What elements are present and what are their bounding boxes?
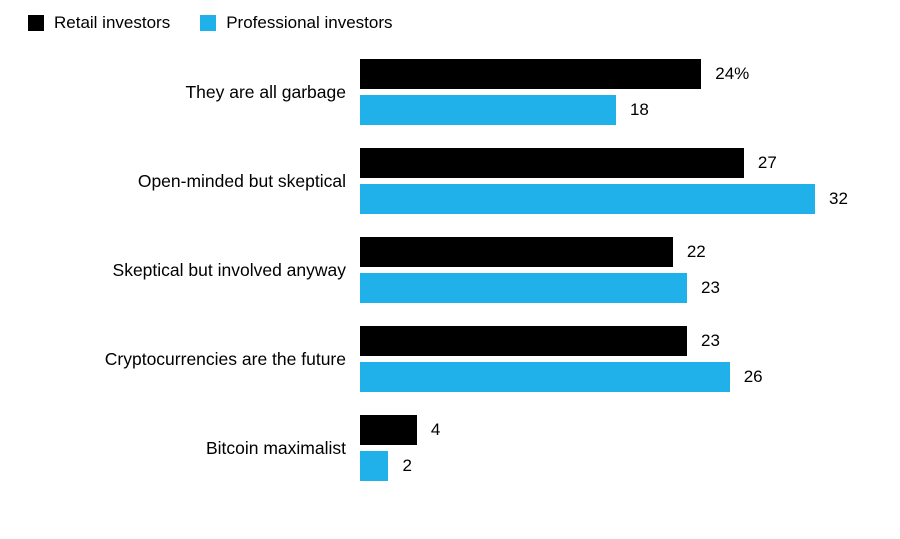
legend: Retail investors Professional investors [28, 13, 880, 33]
category-label: Bitcoin maximalist [205, 437, 346, 458]
value-label: 23 [701, 331, 720, 350]
bar-group: Skeptical but involved anyway 22 23 [28, 237, 880, 303]
bar-retail [360, 59, 702, 89]
value-label: 24% [715, 64, 750, 83]
category-label: Skeptical but involved anyway [112, 259, 346, 280]
value-label: 18 [629, 100, 649, 119]
bar-pair: 22 23 [360, 237, 830, 303]
bar-professional [360, 362, 730, 392]
category-label: Open-minded but skeptical [137, 170, 346, 191]
value-label: 32 [829, 189, 848, 208]
legend-swatch-professional [200, 15, 217, 31]
value-label: 2 [402, 456, 412, 475]
value-label: 27 [757, 153, 777, 172]
bar-retail [360, 237, 673, 267]
bar-line: 2 [360, 451, 830, 481]
bar-line: 18 [360, 95, 830, 125]
bar-line: 26 [360, 362, 830, 392]
value-label: 23 [701, 278, 720, 297]
bar-pair: 23 26 [360, 326, 830, 392]
category-label: They are all garbage [185, 81, 346, 102]
bar-professional [360, 273, 688, 303]
bar-group: Cryptocurrencies are the future 23 26 [28, 326, 880, 392]
legend-label-professional: Professional investors [226, 13, 393, 32]
bar-line: 4 [360, 415, 830, 445]
category-label: Cryptocurrencies are the future [104, 348, 346, 369]
bar-retail [360, 326, 688, 356]
bar-group: Bitcoin maximalist 4 2 [28, 415, 880, 481]
legend-label-retail: Retail investors [54, 13, 171, 32]
value-label: 26 [743, 367, 763, 386]
bar-groups: They are all garbage 24% 18 Open-minded but… [28, 59, 880, 481]
bar-line: 23 [360, 326, 830, 356]
bar-line: 23 [360, 273, 830, 303]
bar-retail [360, 415, 417, 445]
bar-line: 24% [360, 59, 830, 89]
bar-retail [360, 148, 744, 178]
bar-professional [360, 451, 389, 481]
bar-professional [360, 184, 815, 214]
bar-group: They are all garbage 24% 18 [28, 59, 880, 125]
bar-professional [360, 95, 616, 125]
legend-swatch-retail [28, 15, 44, 31]
legend-item-retail: Retail investors [28, 13, 170, 33]
value-label: 22 [686, 242, 706, 261]
bar-line: 22 [360, 237, 830, 267]
bar-pair: 24% 18 [360, 59, 830, 125]
bar-group: Open-minded but skeptical 27 32 [28, 148, 880, 214]
value-label: 4 [430, 420, 441, 439]
bar-pair: 27 32 [360, 148, 848, 214]
bar-line: 27 [360, 148, 830, 178]
bar-line: 32 [360, 184, 848, 214]
legend-item-professional: Professional investors [200, 13, 393, 33]
